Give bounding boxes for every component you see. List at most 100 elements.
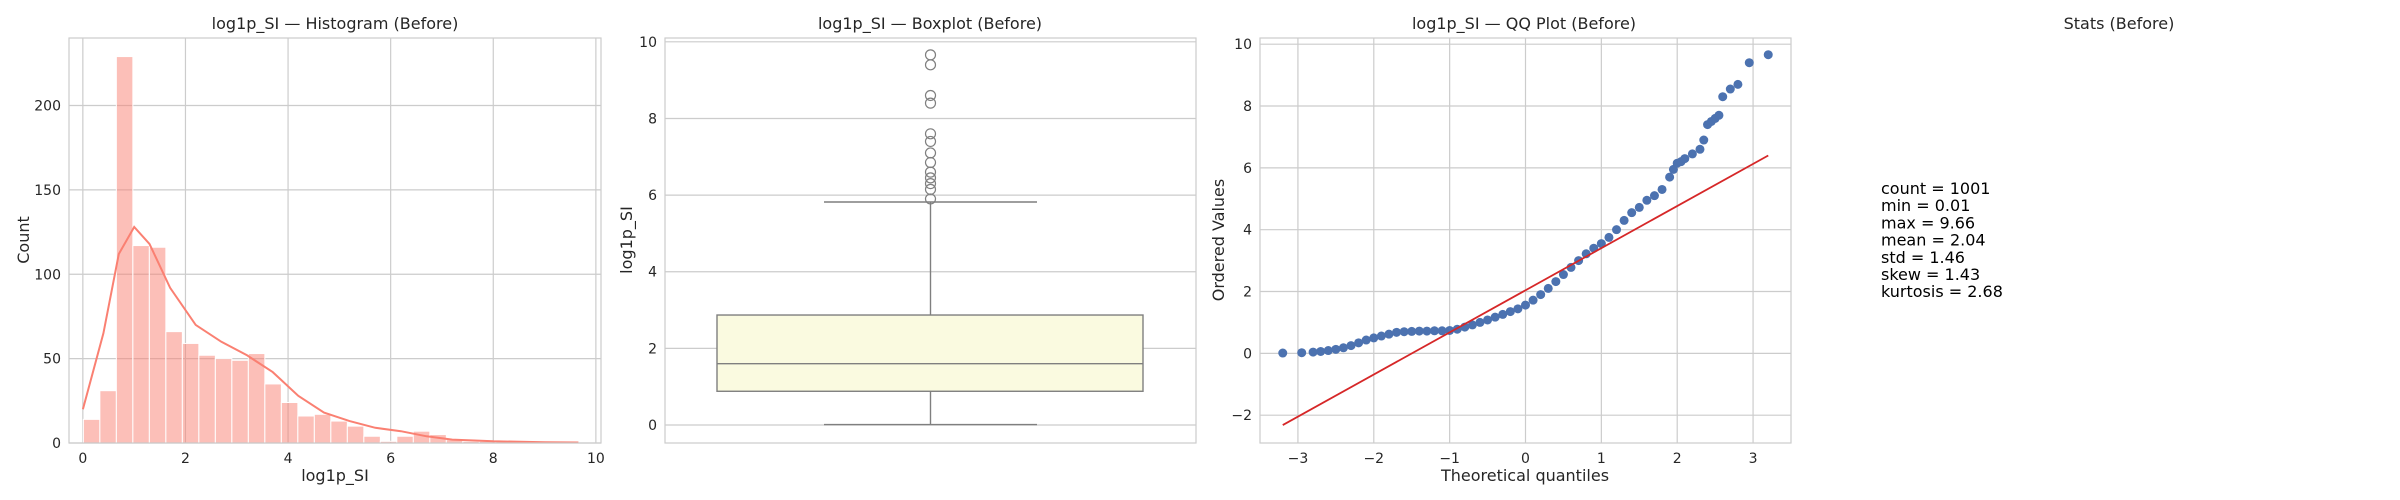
histogram-bar (198, 354, 216, 444)
y-tick-label: −2 (1231, 408, 1252, 424)
histogram-bar (214, 358, 233, 444)
histogram-bar (99, 390, 117, 444)
qq-point (1498, 309, 1508, 319)
histogram-bar (247, 353, 266, 444)
qq-point (1297, 348, 1307, 358)
y-tick-label: 6 (1243, 161, 1252, 177)
qq-point (1627, 208, 1637, 218)
qq-point (1763, 50, 1773, 60)
outlier-point (924, 156, 937, 169)
qq-point (1354, 338, 1364, 348)
stats-line: count = 1001 (1881, 179, 1990, 198)
kde-curve (81, 225, 579, 444)
stats-line: min = 0.01 (1881, 196, 1970, 215)
histogram-bar (297, 415, 315, 444)
histogram-bar (396, 435, 414, 444)
qq-point (1346, 341, 1356, 351)
qq-point (1308, 347, 1318, 357)
y-tick-label: 8 (1243, 99, 1252, 115)
y-tick-label: 10 (1234, 37, 1252, 53)
histogram-bar (132, 245, 150, 444)
boxplot-panel: log1p_SI — Boxplot (Before) 0 2 4 6 8 10 log1… (617, 14, 1197, 444)
qq-point (1323, 346, 1333, 356)
outlier-point (924, 59, 937, 71)
qq-point (1528, 295, 1538, 305)
qq-point (1687, 149, 1697, 159)
qq-point (1422, 326, 1432, 336)
qq-point (1558, 270, 1568, 280)
outlier-point (924, 166, 937, 178)
x-tick-label: −3 (1288, 451, 1309, 467)
qq-point (1429, 326, 1439, 336)
histogram-title: log1p_SI — Histogram (Before) (212, 14, 459, 34)
histogram-bar (280, 402, 299, 444)
qq-point (1316, 346, 1326, 356)
qq-point (1369, 333, 1379, 343)
qq-point (1536, 290, 1546, 300)
outlier-point (924, 97, 937, 109)
qq-point (1407, 326, 1417, 336)
y-tick-label: 0 (52, 436, 61, 452)
histogram-xlabel: log1p_SI (301, 466, 369, 486)
x-tick-label: 2 (181, 451, 190, 467)
stats-title: Stats (Before) (2064, 14, 2175, 33)
qq-frame (1259, 37, 1792, 444)
qq-point (1399, 327, 1409, 337)
qq-point (1483, 315, 1493, 325)
x-tick-label: −2 (1363, 451, 1384, 467)
outlier-point (924, 135, 937, 148)
outlier-point (924, 49, 937, 61)
x-tick-label: 2 (1673, 451, 1682, 467)
y-tick-label: 4 (1243, 223, 1252, 239)
qq-ylabel: Ordered Values (1209, 179, 1228, 301)
x-tick-label: 8 (489, 451, 498, 467)
qq-point (1612, 225, 1622, 235)
histogram-ylabel: Count (14, 216, 33, 264)
qq-point (1361, 335, 1371, 345)
qq-point (1634, 202, 1644, 212)
histogram-bar (82, 418, 101, 444)
x-tick-label: 6 (386, 451, 395, 467)
stats-line: kurtosis = 2.68 (1881, 282, 2003, 301)
qq-title: log1p_SI — QQ Plot (Before) (1412, 14, 1636, 34)
qq-panel: log1p_SI — QQ Plot (Before) −3 −2 −1 0 1 2 3 −2… (1209, 14, 1792, 485)
qq-xlabel: Theoretical quantiles (1440, 466, 1609, 485)
x-tick-label: 4 (284, 451, 293, 467)
qq-point (1467, 320, 1477, 330)
histogram-bar (363, 435, 381, 444)
qq-point (1649, 191, 1659, 201)
y-tick-label: 8 (648, 111, 657, 127)
y-tick-label: 100 (34, 267, 61, 283)
qq-point (1490, 312, 1500, 322)
qq-point (1278, 348, 1288, 358)
y-tick-label: 2 (648, 341, 657, 357)
outlier-point (924, 178, 937, 190)
qq-point (1604, 232, 1614, 242)
y-tick-label: 50 (43, 352, 61, 368)
qq-point (1505, 307, 1515, 317)
histogram-bar (231, 359, 249, 444)
qq-fit-line (1282, 154, 1769, 426)
qq-point (1437, 326, 1447, 336)
qq-point (1714, 110, 1724, 120)
x-tick-label: 1 (1597, 451, 1606, 467)
qq-point (1733, 79, 1743, 89)
stats-line: max = 9.66 (1881, 213, 1975, 232)
outlier-point (924, 128, 937, 140)
histogram-frame (68, 37, 602, 444)
qq-point (1699, 135, 1709, 145)
histogram-bar (181, 342, 200, 444)
x-tick-label: 3 (1749, 451, 1758, 467)
qq-point (1338, 343, 1348, 353)
stats-line: std = 1.46 (1881, 248, 1965, 267)
qq-point (1543, 283, 1553, 293)
y-tick-label: 0 (648, 418, 657, 434)
qq-point (1521, 300, 1530, 310)
qq-point (1376, 331, 1386, 341)
qq-point (1642, 195, 1652, 205)
qq-point (1619, 215, 1629, 225)
outlier-point (924, 147, 937, 159)
y-tick-label: 200 (34, 99, 61, 115)
